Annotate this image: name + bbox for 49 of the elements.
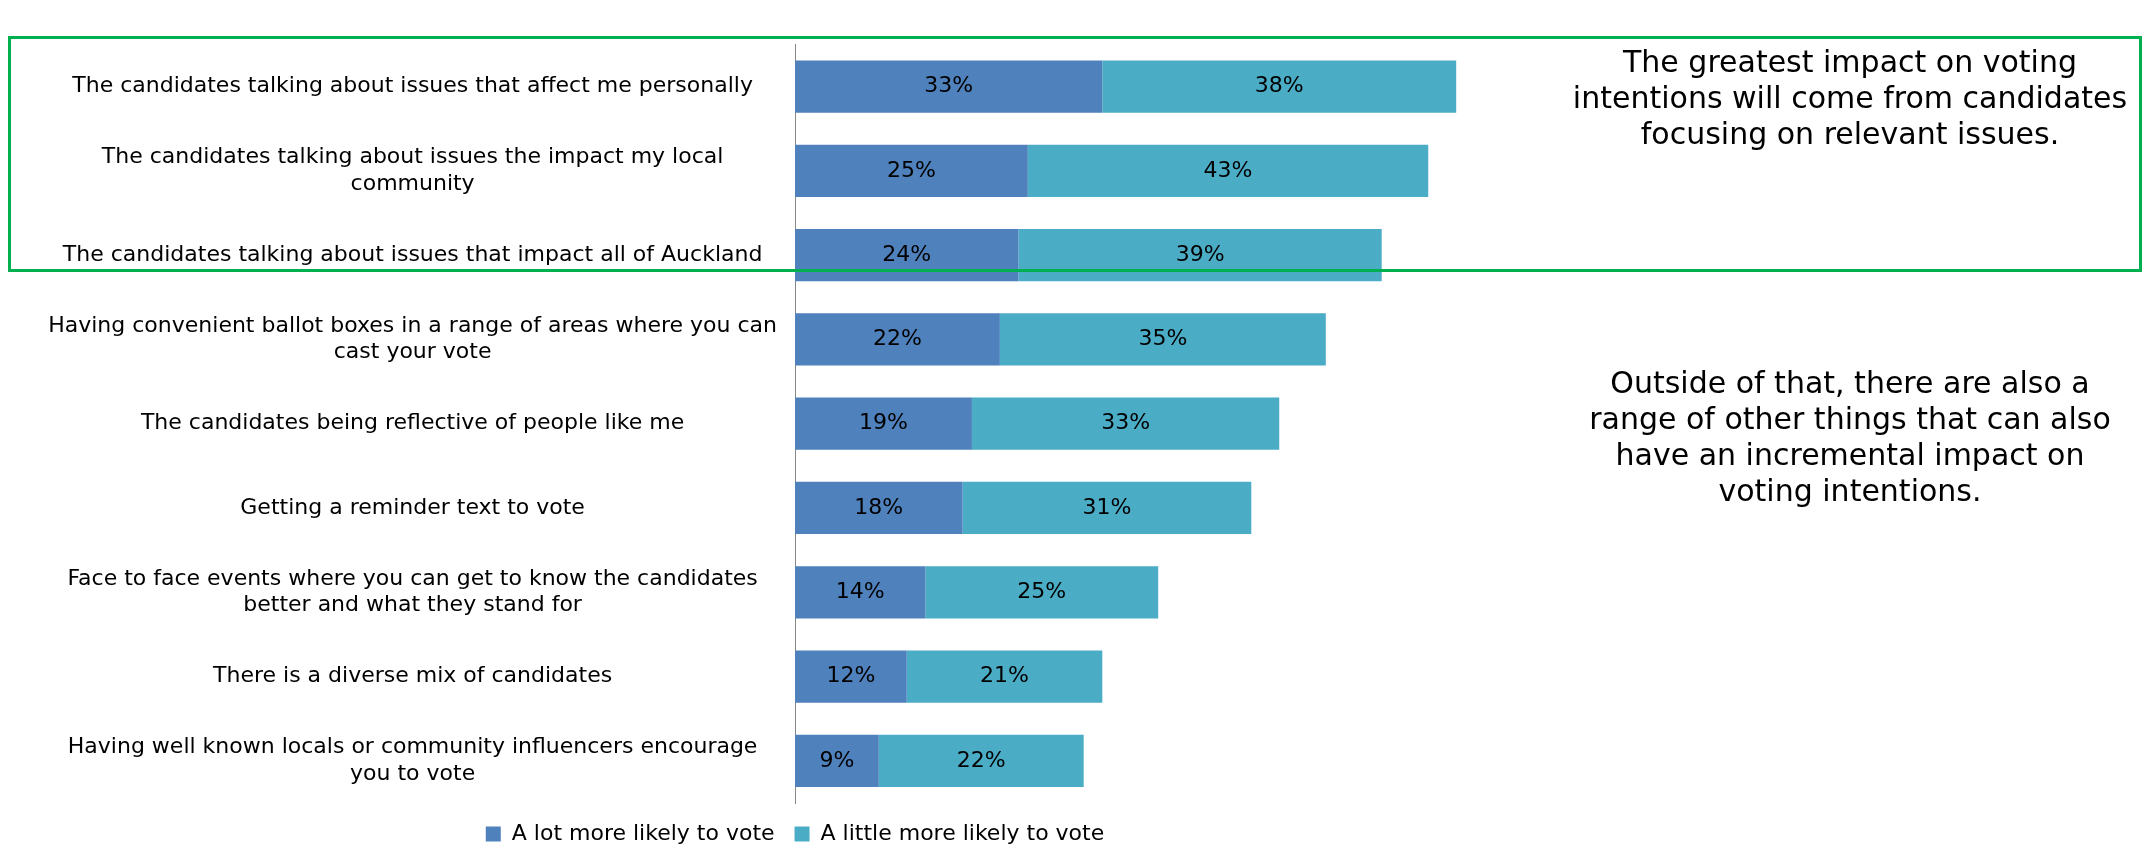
data-label: 31% [1082,493,1132,519]
data-label: 33% [1101,409,1151,435]
data-label: 18% [854,493,904,519]
y-tick-label: The candidates talking about issues that affect me personally [71,72,753,98]
bar [906,650,1103,703]
y-tick-label: Face to face events where you can get to know the candidates better and what they stand for [67,564,758,617]
data-label: 22% [956,746,1006,772]
data-label: 38% [1254,72,1304,98]
text: Outside of that, there are also a range of other things that can also have an incremental impact on voting intentions. [1588,365,2112,509]
data-label: 14% [835,578,885,603]
legend-label: A little more likely to vote [820,819,1105,845]
text: The greatest impact on voting intentions will come from candidates focusing on relevant issues. [1571,44,2129,152]
bar [795,144,1028,197]
y-tick-label: The candidates being reflective of people like me [139,409,685,435]
y-tick-label: The candidates talking about issues that impact all of Auckland [61,240,763,266]
data-label: 43% [1203,156,1253,182]
bar [795,397,972,450]
data-label: 35% [1138,325,1188,351]
bar [795,566,926,619]
data-label: 33% [924,72,974,98]
y-tick-label: There is a diverse mix of candidates [212,662,613,688]
data-label: 12% [826,662,876,688]
bar [795,313,1000,366]
data-label: 19% [859,409,908,435]
bar [999,313,1326,366]
bar [795,228,1019,282]
bar [925,566,1159,619]
bar [1027,144,1429,197]
y-tick-label: The candidates talking about issues the impact my local community [100,143,724,195]
bar [971,397,1280,450]
data-label: 25% [886,156,936,182]
y-tick-label: Having well known locals or community influencers encourage you to vote [67,733,758,785]
y-tick-label: Having convenient ballot boxes in a range of areas where you can cast your vote [48,311,777,364]
data-label: 21% [980,662,1029,688]
bar [795,481,963,535]
bar [1018,228,1382,282]
bar [795,734,879,787]
bar [962,481,1252,535]
bar [878,734,1084,787]
bar [1102,60,1457,113]
data-label: 25% [1017,578,1067,603]
data-label: 22% [872,325,922,351]
data-label: 9% [819,746,855,772]
bar [795,60,1103,113]
legend-label: A lot more likely to vote [511,819,775,845]
bar [795,650,907,703]
data-label: 39% [1175,240,1225,266]
y-tick-label: Getting a reminder text to vote [240,493,585,519]
data-label: 24% [882,240,932,266]
